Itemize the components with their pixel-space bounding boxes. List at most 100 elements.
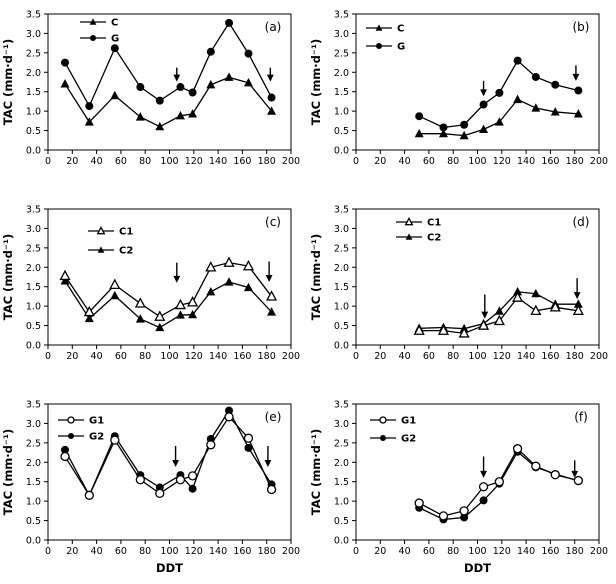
chart-b: 0 20 40 60 80 100 120 140 160 180 200 0.0 0.5 1.0 1.5 2… bbox=[309, 10, 608, 168]
y-tick-label: 2.5 bbox=[334, 48, 349, 59]
y-tick-label: 2.5 bbox=[26, 243, 41, 254]
legend-marker-C1 bbox=[404, 217, 414, 226]
legend-entry-G: G bbox=[366, 42, 405, 53]
series-marker-C1 bbox=[109, 278, 121, 290]
series-marker-C bbox=[573, 109, 583, 118]
series-marker-C1 bbox=[83, 305, 95, 317]
series-marker-G1 bbox=[135, 475, 145, 485]
series-line-C1 bbox=[64, 261, 273, 318]
y-tick-label: 2.5 bbox=[26, 48, 41, 59]
series-marker-C1 bbox=[413, 324, 425, 335]
x-tick-label: 200 bbox=[590, 546, 608, 557]
x-tick-label: 180 bbox=[566, 351, 584, 362]
x-tick-label: 180 bbox=[566, 546, 584, 557]
series-marker-C bbox=[110, 90, 120, 100]
legend-entry-G2: G2 bbox=[370, 434, 416, 445]
series-marker-C bbox=[494, 117, 504, 126]
x-tick-label: 100 bbox=[160, 546, 178, 557]
x-tick-label: 80 bbox=[447, 156, 459, 167]
legend-entry-C1: C1 bbox=[88, 226, 133, 238]
series-marker-G1 bbox=[512, 444, 523, 454]
series-marker-C2 bbox=[84, 313, 94, 323]
legend-entry-C2: C2 bbox=[88, 246, 133, 257]
series-marker-G bbox=[531, 72, 540, 81]
legend-label: C2 bbox=[119, 246, 133, 257]
arrow-annotation bbox=[264, 445, 272, 467]
series-marker-G bbox=[479, 100, 488, 109]
y-axis-title: TAC (mm·d⁻¹) bbox=[309, 429, 323, 515]
chart-a: 0 20 40 60 80 100 120 140 160 180 200 0.0 0.5 1.0 1.5 2… bbox=[1, 10, 300, 168]
y-tick-label: 1.0 bbox=[334, 107, 349, 118]
panel-b: 0 20 40 60 80 100 120 140 160 180 200 0.0 0.5 1.0 1.5 2… bbox=[308, 0, 616, 195]
legend-marker-G1 bbox=[379, 416, 387, 424]
series-marker-C bbox=[84, 117, 94, 126]
y-tick-label: 1.0 bbox=[334, 302, 349, 313]
arrow-annotation bbox=[571, 460, 579, 478]
series-marker-C1 bbox=[187, 296, 199, 307]
x-tick-label: 60 bbox=[423, 351, 435, 362]
y-tick-label: 3.5 bbox=[26, 400, 41, 411]
series-marker-G bbox=[551, 80, 560, 89]
series-marker-C2 bbox=[513, 286, 523, 296]
x-tick-label: 200 bbox=[282, 546, 300, 557]
series-marker-C2 bbox=[155, 322, 165, 332]
series-marker-G1 bbox=[243, 433, 254, 443]
series-marker-G1 bbox=[414, 498, 424, 508]
arrow-head bbox=[480, 89, 487, 97]
series-marker-C bbox=[206, 79, 216, 89]
y-tick-label: 0.0 bbox=[334, 341, 349, 352]
x-tick-label: 120 bbox=[185, 156, 203, 167]
arrow-head bbox=[573, 292, 581, 300]
series-marker-G bbox=[267, 93, 276, 102]
y-tick-label: 0.0 bbox=[26, 341, 41, 352]
series-marker-C1 bbox=[265, 290, 278, 301]
y-tick-label: 2.0 bbox=[334, 458, 349, 469]
y-tick-label: 3.0 bbox=[26, 224, 41, 235]
series-marker-C1 bbox=[512, 291, 524, 302]
chart-d: 0 20 40 60 80 100 120 140 160 180 200 0.0 0.5 1.0 1.5 2… bbox=[309, 205, 608, 363]
arrow-head bbox=[480, 470, 487, 478]
x-tick-label: 40 bbox=[91, 351, 103, 362]
series-marker-G1 bbox=[206, 440, 216, 450]
arrow-annotation bbox=[572, 65, 580, 81]
series-marker-C1 bbox=[572, 304, 584, 316]
legend-entry-C2: C2 bbox=[396, 233, 441, 244]
series-marker-C1 bbox=[458, 327, 470, 338]
series-marker-G2 bbox=[188, 484, 197, 493]
series-marker-G bbox=[439, 123, 448, 132]
series-marker-C1 bbox=[205, 261, 217, 272]
y-tick-label: 3.0 bbox=[26, 419, 41, 430]
y-tick-label: 0.5 bbox=[26, 321, 41, 332]
y-tick-label: 0.5 bbox=[26, 516, 41, 527]
series-marker-G1 bbox=[531, 461, 541, 471]
series-marker-G bbox=[136, 83, 145, 92]
y-tick-label: 2.0 bbox=[26, 458, 41, 469]
series-marker-G1 bbox=[175, 475, 186, 485]
arrow-head bbox=[481, 311, 489, 319]
y-tick-label: 3.5 bbox=[334, 400, 349, 411]
panel-label: (c) bbox=[265, 215, 281, 229]
x-tick-label: 80 bbox=[447, 546, 459, 557]
x-tick-label: 20 bbox=[374, 156, 386, 167]
legend-label: G2 bbox=[89, 432, 104, 443]
series-marker-G1 bbox=[573, 475, 583, 486]
series-marker-C2 bbox=[206, 286, 216, 296]
x-tick-label: 180 bbox=[258, 546, 276, 557]
series-marker-C1 bbox=[134, 297, 146, 308]
arrow-head bbox=[173, 275, 181, 283]
series-marker-G bbox=[495, 88, 504, 97]
x-tick-label: 120 bbox=[493, 156, 511, 167]
y-tick-label: 0.5 bbox=[334, 321, 349, 332]
y-tick-label: 3.5 bbox=[26, 205, 41, 216]
chart-e: 0 20 40 60 80 100 120 140 160 180 200 0.0 0.5 1.0 1.5 2… bbox=[1, 400, 300, 576]
legend-label: G1 bbox=[401, 416, 416, 427]
x-tick-label: 120 bbox=[493, 351, 511, 362]
series-marker-C2 bbox=[110, 290, 120, 300]
y-axis-title: TAC (mm·d⁻¹) bbox=[309, 234, 323, 320]
series-marker-G1 bbox=[60, 451, 70, 462]
series-marker-G1 bbox=[459, 506, 469, 516]
x-tick-label: 40 bbox=[91, 546, 103, 557]
arrow-head bbox=[572, 73, 580, 81]
